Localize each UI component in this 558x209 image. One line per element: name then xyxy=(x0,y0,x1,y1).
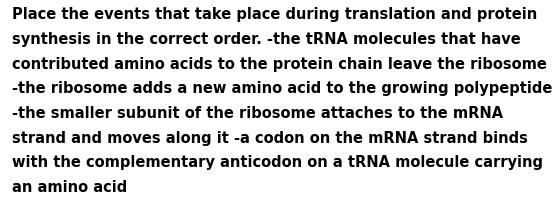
Text: -the smaller subunit of the ribosome attaches to the mRNA: -the smaller subunit of the ribosome att… xyxy=(12,106,503,121)
Text: contributed amino acids to the protein chain leave the ribosome: contributed amino acids to the protein c… xyxy=(12,57,547,72)
Text: an amino acid: an amino acid xyxy=(12,180,128,195)
Text: synthesis in the correct order. -the tRNA molecules that have: synthesis in the correct order. -the tRN… xyxy=(12,32,521,47)
Text: with the complementary anticodon on a tRNA molecule carrying: with the complementary anticodon on a tR… xyxy=(12,155,543,170)
Text: Place the events that take place during translation and protein: Place the events that take place during … xyxy=(12,7,537,22)
Text: -the ribosome adds a new amino acid to the growing polypeptide: -the ribosome adds a new amino acid to t… xyxy=(12,81,552,96)
Text: strand and moves along it -a codon on the mRNA strand binds: strand and moves along it -a codon on th… xyxy=(12,131,528,146)
